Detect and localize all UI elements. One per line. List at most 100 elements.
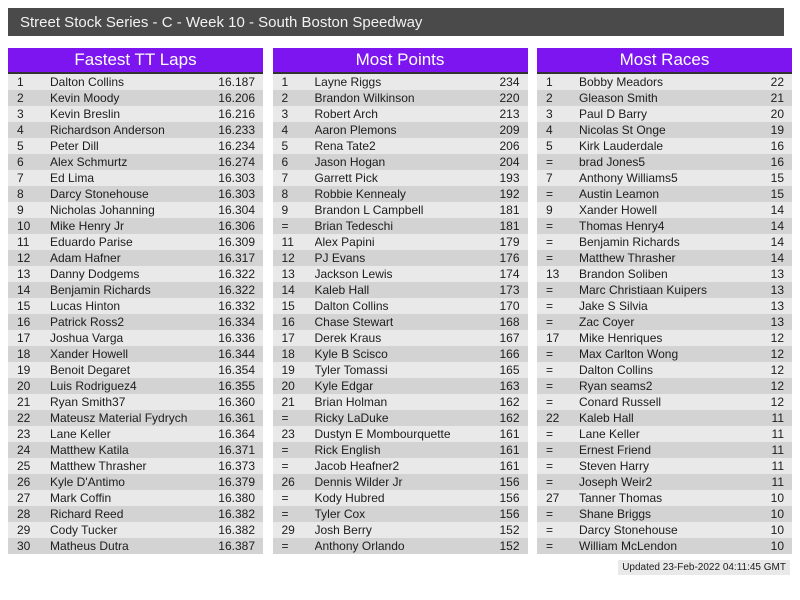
rank-cell: =: [281, 459, 289, 473]
driver-name-cell: Alex Schmurtz: [50, 155, 128, 169]
rank-cell: 21: [281, 395, 295, 409]
table-row: = Thomas Henry4 14: [537, 218, 792, 234]
table-row: 19 Benoit Degaret 16.354: [8, 362, 263, 378]
value-cell: 181: [499, 203, 520, 217]
table-row: 27 Tanner Thomas 10: [537, 490, 792, 506]
value-cell: 10: [770, 507, 784, 521]
driver-name-cell: Thomas Henry4: [579, 219, 665, 233]
table-row: 6 Jason Hogan 204: [272, 154, 528, 170]
driver-name-cell: Dalton Collins: [579, 363, 654, 377]
driver-name-cell: Tanner Thomas: [579, 491, 663, 505]
driver-name-cell: Kyle D'Antimo: [50, 475, 125, 489]
value-cell: 21: [770, 91, 784, 105]
rank-cell: =: [281, 443, 289, 457]
value-cell: 16.387: [218, 539, 255, 553]
value-cell: 181: [499, 219, 520, 233]
value-cell: 168: [499, 315, 520, 329]
rank-cell: =: [546, 523, 554, 537]
driver-name-cell: Kyle Edgar: [314, 379, 374, 393]
value-cell: 16.304: [218, 203, 255, 217]
rank-cell: 26: [281, 475, 295, 489]
driver-name-cell: Lane Keller: [579, 427, 640, 441]
table-row: 4 Aaron Plemons 209: [272, 122, 528, 138]
page-title: Street Stock Series - C - Week 10 - Sout…: [20, 13, 423, 31]
rank-cell: 22: [17, 411, 31, 425]
table-row: 27 Mark Coffin 16.380: [8, 490, 263, 506]
driver-name-cell: Alex Papini: [314, 235, 375, 249]
driver-name-cell: William McLendon: [579, 539, 678, 553]
rank-cell: 10: [17, 219, 31, 233]
table-row: 13 Jackson Lewis 174: [272, 266, 528, 282]
value-cell: 10: [770, 523, 784, 537]
table-row: 11 Alex Papini 179: [272, 234, 528, 250]
table-row: 5 Kirk Lauderdale 16: [537, 138, 792, 154]
table-row: 17 Joshua Varga 16.336: [8, 330, 263, 346]
table-row: 12 PJ Evans 176: [272, 250, 528, 266]
value-cell: 12: [770, 363, 784, 377]
driver-name-cell: Matheus Dutra: [50, 539, 129, 553]
rank-cell: =: [546, 395, 554, 409]
rank-cell: =: [546, 251, 554, 265]
driver-name-cell: Tyler Cox: [314, 507, 366, 521]
value-cell: 11: [771, 475, 784, 489]
table-row: 11 Eduardo Parise 16.309: [8, 234, 263, 250]
value-cell: 12: [770, 379, 784, 393]
value-cell: 11: [771, 427, 784, 441]
rank-cell: 15: [281, 299, 295, 313]
table-row: = Austin Leamon 15: [537, 186, 792, 202]
driver-name-cell: Joseph Weir2: [579, 475, 653, 489]
rank-cell: 16: [17, 315, 31, 329]
value-cell: 14: [770, 235, 784, 249]
leaderboard-rows: 1 Bobby Meadors 22 2 Gleason Smith 21 3 …: [537, 74, 792, 554]
driver-name-cell: Steven Harry: [579, 459, 650, 473]
driver-name-cell: Matthew Thrasher: [50, 459, 147, 473]
driver-name-cell: Ernest Friend: [579, 443, 652, 457]
rank-cell: 11: [17, 235, 30, 249]
driver-name-cell: Benjamin Richards: [579, 235, 680, 249]
rank-cell: 22: [546, 411, 560, 425]
value-cell: 166: [499, 347, 520, 361]
rank-cell: 1: [17, 75, 24, 89]
value-cell: 16.344: [218, 347, 255, 361]
rank-cell: =: [546, 363, 554, 377]
table-row: 20 Luis Rodriguez4 16.355: [8, 378, 263, 394]
driver-name-cell: Matthew Thrasher: [579, 251, 676, 265]
driver-name-cell: Jake S Silvia: [579, 299, 648, 313]
value-cell: 16.303: [218, 171, 255, 185]
value-cell: 220: [499, 91, 520, 105]
table-row: 5 Rena Tate2 206: [272, 138, 528, 154]
table-row: = Conard Russell 12: [537, 394, 792, 410]
driver-name-cell: Shane Briggs: [579, 507, 652, 521]
rank-cell: 30: [17, 539, 31, 553]
rank-cell: =: [281, 491, 289, 505]
table-row: 29 Josh Berry 152: [272, 522, 528, 538]
driver-name-cell: Gleason Smith: [579, 91, 658, 105]
value-cell: 16.187: [218, 75, 255, 89]
driver-name-cell: Luis Rodriguez4: [50, 379, 137, 393]
value-cell: 16.322: [218, 283, 255, 297]
rank-cell: 25: [17, 459, 31, 473]
value-cell: 156: [499, 507, 520, 521]
driver-name-cell: PJ Evans: [314, 251, 366, 265]
table-row: 5 Peter Dill 16.234: [8, 138, 263, 154]
value-cell: 213: [499, 107, 520, 121]
rank-cell: =: [281, 411, 289, 425]
value-cell: 16.355: [218, 379, 255, 393]
table-row: = Tyler Cox 156: [272, 506, 528, 522]
rank-cell: 15: [17, 299, 31, 313]
table-row: = Jacob Heafner2 161: [272, 458, 528, 474]
value-cell: 16.354: [218, 363, 255, 377]
table-row: 22 Kaleb Hall 11: [537, 410, 792, 426]
value-cell: 170: [499, 299, 520, 313]
value-cell: 206: [499, 139, 520, 153]
value-cell: 16.380: [218, 491, 255, 505]
driver-name-cell: Dennis Wilder Jr: [314, 475, 403, 489]
table-row: = Anthony Orlando 152: [272, 538, 528, 554]
rank-cell: =: [546, 155, 554, 169]
rank-cell: =: [546, 379, 554, 393]
table-row: 26 Dennis Wilder Jr 156: [272, 474, 528, 490]
table-row: = Matthew Thrasher 14: [537, 250, 792, 266]
driver-name-cell: Benoit Degaret: [50, 363, 131, 377]
rank-cell: 29: [281, 523, 295, 537]
table-row: 29 Cody Tucker 16.382: [8, 522, 263, 538]
